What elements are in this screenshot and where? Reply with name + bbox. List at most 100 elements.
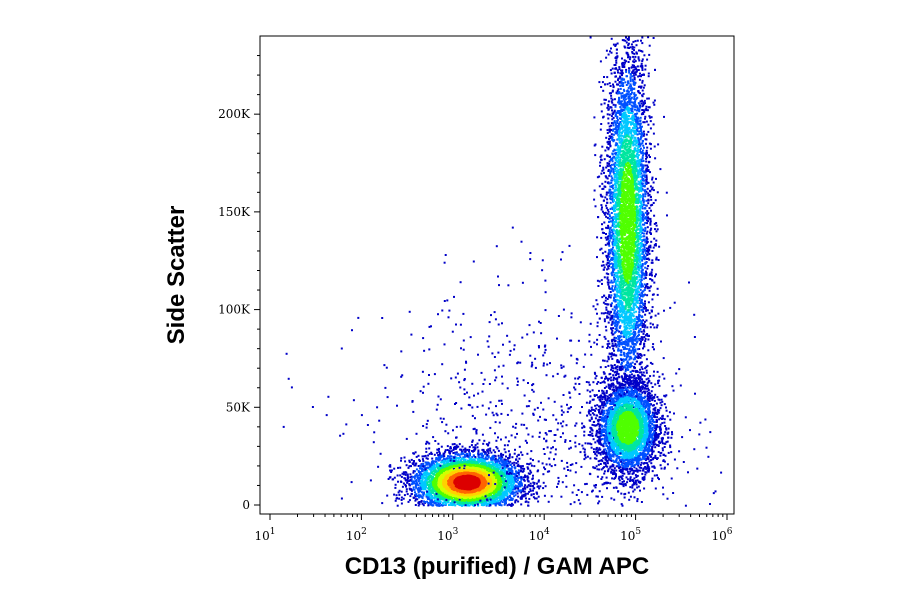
event-dot — [625, 376, 627, 379]
event-dot — [631, 385, 634, 388]
event-dot — [644, 262, 647, 265]
event-dot — [624, 39, 627, 42]
event-dot — [607, 279, 610, 282]
event-dot — [484, 453, 487, 456]
event-dot — [434, 493, 437, 496]
event-dot — [421, 476, 424, 479]
event-dot — [437, 459, 440, 462]
event-dot — [613, 460, 616, 463]
event-dot — [462, 458, 465, 460]
event-dot — [518, 481, 521, 484]
event-dot — [427, 498, 429, 500]
event-dot — [497, 460, 500, 463]
event-dot — [641, 60, 644, 63]
event-dot — [618, 345, 621, 348]
event-dot — [649, 147, 652, 150]
event-dot — [480, 504, 483, 506]
event-dot — [437, 454, 440, 457]
event-dot — [621, 368, 624, 371]
event-dot — [418, 496, 421, 499]
event-dot — [601, 460, 604, 463]
event-dot — [436, 451, 439, 454]
event-dot — [601, 169, 604, 172]
event-dot — [630, 350, 633, 353]
event-dot — [513, 461, 516, 464]
event-dot — [636, 479, 639, 482]
event-dot — [641, 36, 644, 39]
event-dot — [651, 186, 654, 189]
event-dot — [612, 382, 614, 385]
event-dot — [410, 478, 413, 481]
event-dot — [651, 298, 654, 301]
event-dot — [439, 457, 442, 460]
event-dot — [601, 206, 603, 209]
event-dot — [507, 484, 510, 487]
event-dot — [526, 475, 529, 478]
event-dot — [621, 378, 624, 381]
event-dot — [656, 433, 659, 436]
event-dot — [640, 86, 642, 89]
event-dot — [415, 480, 418, 483]
event-dot — [424, 488, 427, 490]
event-dot — [642, 329, 645, 332]
event-dot — [635, 463, 638, 466]
event-dot — [637, 75, 640, 78]
event-dot — [647, 408, 650, 410]
event-dot — [489, 501, 492, 504]
event-dot — [621, 504, 624, 507]
event-dot — [620, 390, 623, 393]
event-dot — [413, 488, 416, 491]
event-dot — [645, 157, 647, 160]
event-dot — [616, 361, 619, 364]
event-dot — [583, 458, 586, 461]
event-dot — [419, 475, 422, 478]
event-dot — [514, 467, 517, 470]
event-dot — [599, 161, 602, 164]
event-dot — [607, 117, 610, 120]
event-dot — [430, 468, 433, 471]
event-dot — [642, 109, 645, 112]
event-dot — [614, 322, 617, 325]
event-dot — [402, 482, 405, 485]
event-dot — [515, 472, 518, 475]
event-dot — [615, 52, 618, 55]
event-dot — [651, 465, 654, 468]
event-dot — [606, 277, 609, 280]
event-dot — [605, 476, 608, 479]
event-dot — [643, 223, 646, 226]
event-dot — [603, 266, 606, 269]
event-dot — [603, 158, 606, 161]
event-dot — [498, 464, 501, 467]
event-dot — [645, 120, 648, 123]
event-dot — [698, 433, 701, 436]
event-dot — [637, 464, 640, 467]
event-dot — [638, 308, 641, 311]
event-dot — [550, 465, 553, 468]
event-dot — [628, 58, 631, 61]
event-dot — [631, 478, 634, 481]
event-dot — [526, 466, 529, 469]
event-dot — [601, 425, 604, 428]
event-dot — [663, 467, 666, 470]
event-dot — [504, 470, 506, 473]
event-dot — [431, 457, 434, 460]
event-dot — [693, 336, 696, 338]
event-dot — [610, 497, 613, 500]
event-dot — [477, 449, 480, 452]
event-dot — [643, 99, 646, 102]
event-dot — [592, 398, 595, 401]
event-dot — [311, 406, 314, 408]
event-dot — [607, 340, 610, 343]
event-dot — [598, 389, 600, 392]
event-dot — [652, 374, 655, 377]
event-dot — [414, 499, 417, 502]
event-dot — [431, 471, 434, 474]
event-dot — [636, 462, 639, 465]
event-dot — [628, 392, 631, 394]
event-dot — [645, 462, 648, 465]
event-dot — [398, 497, 401, 500]
event-dot — [597, 216, 600, 219]
event-dot — [626, 53, 629, 56]
event-dot — [647, 387, 650, 390]
event-dot — [412, 470, 415, 473]
